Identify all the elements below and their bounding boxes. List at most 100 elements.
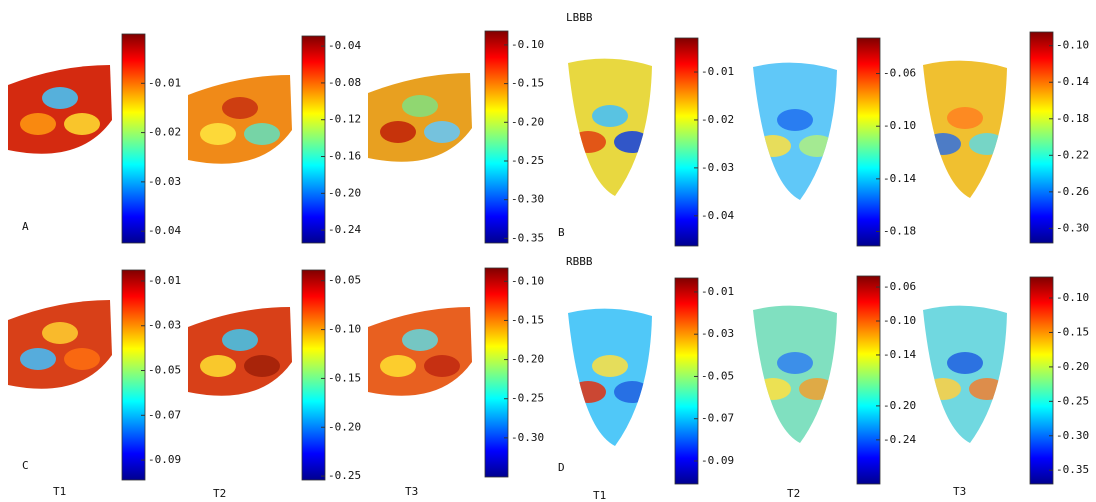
- spot: [570, 131, 606, 153]
- colorbar-tick-label: -0.03: [701, 327, 734, 340]
- spot: [244, 355, 280, 377]
- heart-surface: [923, 305, 1007, 443]
- spot: [244, 123, 280, 145]
- spot: [380, 355, 416, 377]
- colorbar-tick-label: -0.05: [328, 274, 361, 287]
- surface-spots: [380, 329, 460, 377]
- colorbar-tick-label: -0.22: [1056, 148, 1089, 161]
- panel-letter: B: [558, 226, 565, 239]
- colorbar: [856, 275, 881, 485]
- column-label: T1: [593, 489, 606, 502]
- spot: [42, 87, 78, 109]
- spot: [20, 348, 56, 370]
- colorbar-tick-label: -0.04: [148, 224, 181, 237]
- spot: [222, 97, 258, 119]
- spot: [755, 135, 791, 157]
- spot: [925, 378, 961, 400]
- surface: [568, 308, 652, 446]
- spot: [64, 113, 100, 135]
- colorbar-tick-label: -0.01: [701, 65, 734, 78]
- colorbar-tick-label: -0.20: [883, 399, 916, 412]
- colorbar: [301, 269, 326, 481]
- colorbar: [1029, 31, 1054, 244]
- surface: [753, 305, 837, 443]
- spot: [380, 121, 416, 143]
- spot: [799, 135, 835, 157]
- colorbar: [484, 30, 509, 244]
- surface: [188, 75, 292, 164]
- surface: [923, 60, 1007, 198]
- colorbar-tick-label: -0.03: [148, 175, 181, 188]
- colorbar: [121, 269, 146, 481]
- surface: [753, 62, 837, 200]
- spot: [424, 121, 460, 143]
- spot: [592, 105, 628, 127]
- colorbar: [301, 35, 326, 244]
- surface-spots: [200, 329, 280, 377]
- colorbar-tick-label: -0.14: [883, 348, 916, 361]
- surface-spots: [570, 355, 650, 403]
- colorbar-tick-label: -0.16: [328, 150, 361, 163]
- panel-letter: D: [558, 461, 565, 474]
- colorbar-tick-label: -0.03: [148, 319, 181, 332]
- surface-spots: [20, 322, 100, 370]
- spot: [925, 133, 961, 155]
- colorbar-tick-label: -0.10: [1056, 291, 1089, 304]
- colorbar-tick-label: -0.15: [511, 77, 544, 90]
- colorbar-tick-label: -0.35: [511, 231, 544, 244]
- colorbar-tick-label: -0.18: [883, 225, 916, 238]
- surface: [368, 307, 472, 396]
- colorbar-tick-label: -0.01: [148, 76, 181, 89]
- heart-surface: [568, 308, 652, 446]
- colorbar-tick-label: -0.15: [1056, 325, 1089, 338]
- spot: [402, 329, 438, 351]
- spot: [614, 381, 650, 403]
- heart-surface: [188, 307, 292, 396]
- colorbar-tick-label: -0.03: [701, 161, 734, 174]
- colorbar-tick-label: -0.07: [701, 412, 734, 425]
- heart-surface: [188, 75, 292, 164]
- heart-surface: [923, 60, 1007, 198]
- heart-surface: [368, 307, 472, 396]
- spot: [424, 355, 460, 377]
- heart-surface: [753, 62, 837, 200]
- surface-spots: [20, 87, 100, 135]
- colorbar-tick-label: -0.01: [701, 285, 734, 298]
- spot: [969, 133, 1005, 155]
- colorbar-tick-label: -0.01: [148, 274, 181, 287]
- heart-surface: [568, 58, 652, 196]
- colorbar-tick-label: -0.30: [511, 193, 544, 206]
- colorbar-tick-label: -0.10: [511, 38, 544, 51]
- row-title: RBBB: [566, 255, 593, 268]
- heart-surface: [753, 305, 837, 443]
- colorbar-tick-label: -0.20: [328, 420, 361, 433]
- column-label: T3: [405, 485, 418, 498]
- colorbar-tick-label: -0.25: [1056, 394, 1089, 407]
- colorbar-tick-label: -0.14: [1056, 75, 1089, 88]
- colorbar-tick-label: -0.30: [1056, 429, 1089, 442]
- spot: [777, 352, 813, 374]
- surface: [568, 58, 652, 196]
- spot: [402, 95, 438, 117]
- colorbar-tick-label: -0.24: [328, 223, 361, 236]
- surface: [8, 300, 112, 389]
- colorbar-tick-label: -0.30: [511, 431, 544, 444]
- heart-surface: [368, 73, 472, 162]
- column-label: T2: [787, 487, 800, 500]
- spot: [969, 378, 1005, 400]
- colorbar-tick-label: -0.10: [511, 274, 544, 287]
- colorbar-tick-label: -0.25: [511, 154, 544, 167]
- colorbar: [674, 277, 699, 485]
- spot: [947, 107, 983, 129]
- colorbar-tick-label: -0.02: [148, 126, 181, 139]
- colorbar-tick-label: -0.14: [883, 172, 916, 185]
- panel-letter: C: [22, 459, 29, 472]
- colorbar-tick-label: -0.15: [328, 371, 361, 384]
- colorbar: [1029, 276, 1054, 485]
- surface-spots: [380, 95, 460, 143]
- colorbar-tick-label: -0.08: [328, 76, 361, 89]
- heart-surface: [8, 300, 112, 389]
- surface: [8, 65, 112, 154]
- colorbar-tick-label: -0.30: [1056, 221, 1089, 234]
